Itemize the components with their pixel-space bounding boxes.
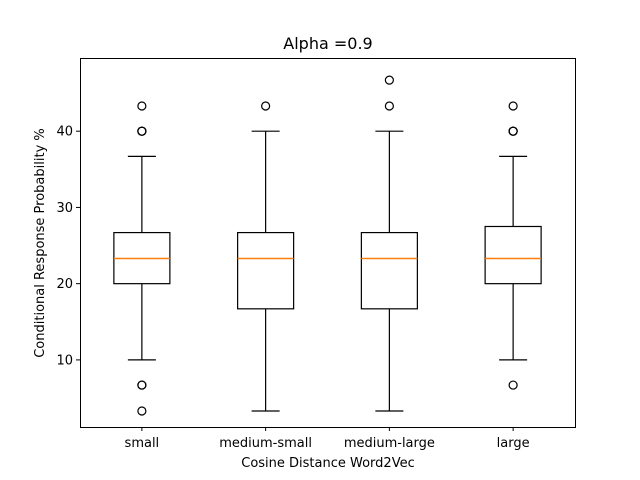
- x-tick-label: medium-large: [344, 436, 435, 451]
- outlier-point: [384, 101, 394, 111]
- box-iqr: [360, 231, 418, 310]
- y-axis-label: Conditional Response Probability %: [33, 128, 48, 358]
- outlier-point: [261, 101, 271, 111]
- outlier-point: [508, 380, 518, 390]
- plot-area-frame: [80, 58, 576, 428]
- box-iqr: [237, 231, 295, 310]
- outlier-point: [508, 126, 518, 136]
- outlier-point: [137, 380, 147, 390]
- box-iqr: [484, 225, 542, 285]
- x-axis-label: Cosine Distance Word2Vec: [241, 456, 414, 471]
- y-tick-label: 20: [56, 277, 73, 292]
- chart-title: Alpha =0.9: [283, 34, 372, 53]
- x-tick-label: small: [125, 436, 160, 451]
- y-tick-label: 10: [56, 353, 73, 368]
- outlier-point: [137, 406, 147, 416]
- y-tick-label: 30: [56, 201, 73, 216]
- x-tick-label: medium-small: [219, 436, 312, 451]
- outlier-point: [508, 101, 518, 111]
- chart-marks: 10 20 30 40 small medium-small medium-large lar…: [56, 75, 542, 451]
- x-tick-label: large: [497, 436, 530, 451]
- outlier-point: [137, 126, 147, 136]
- y-tick-label: 40: [56, 125, 73, 140]
- outlier-point: [384, 75, 394, 85]
- outlier-point: [137, 101, 147, 111]
